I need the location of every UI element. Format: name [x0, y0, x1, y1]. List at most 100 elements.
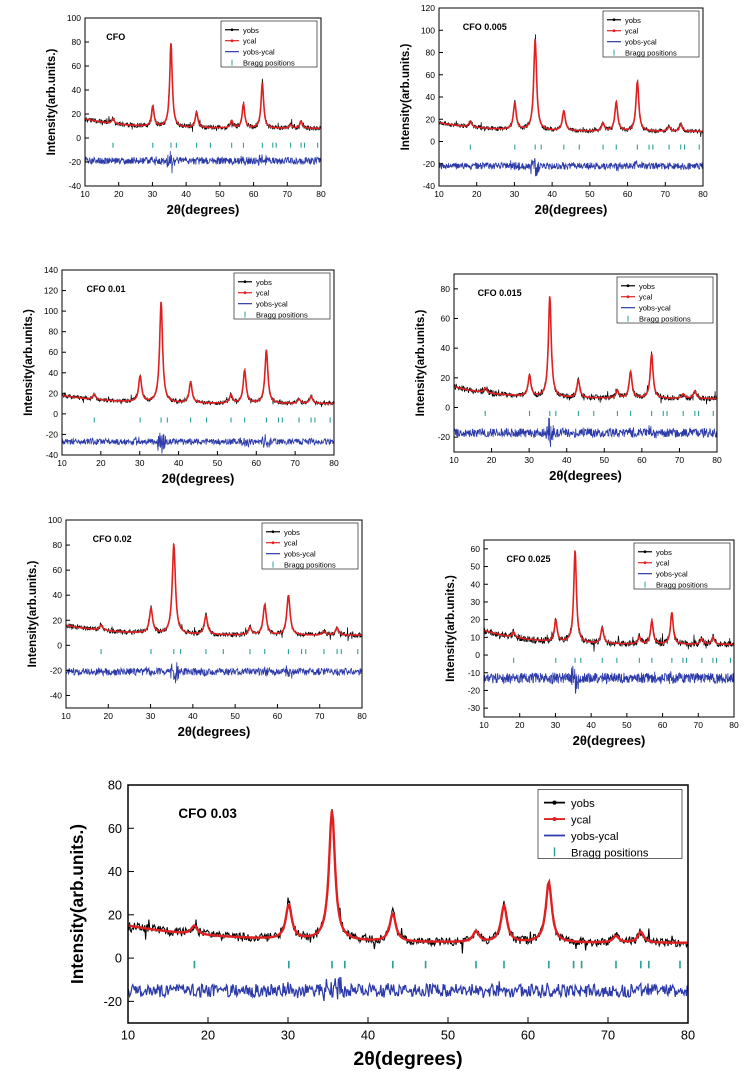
- legend-marker: [626, 295, 630, 299]
- legend: yobs ycal yobs-ycal Bragg positions: [616, 276, 714, 324]
- legend-entry: yobs: [256, 278, 272, 287]
- y-tick-label: 60: [49, 347, 59, 357]
- x-tick-label: 80: [681, 1028, 695, 1043]
- x-tick-label: 40: [361, 1028, 375, 1043]
- y-tick-label: 40: [49, 368, 59, 378]
- y-axis-label: Intensity(arb.units.): [67, 824, 87, 984]
- x-tick-label: 60: [623, 189, 633, 199]
- legend-entry: Bragg positions: [284, 561, 336, 570]
- observed-series-line: [66, 543, 362, 642]
- legend-entry: Bragg positions: [256, 311, 308, 320]
- legend-marker: [243, 291, 247, 295]
- legend-entry: Bragg positions: [243, 59, 295, 68]
- x-tick-label: 20: [487, 455, 497, 465]
- y-axis-label: Intensity(arb.units.): [415, 309, 427, 416]
- y-tick-label: 60: [441, 314, 451, 324]
- calculated-series-line: [66, 543, 362, 636]
- y-tick-label: -20: [468, 685, 481, 695]
- legend-marker: [552, 816, 557, 822]
- y-axis-label: Intensity(arb.units.): [46, 48, 58, 155]
- difference-series-line: [85, 151, 321, 174]
- y-tick-label: 20: [72, 109, 82, 119]
- y-tick-label: 0: [475, 650, 480, 660]
- x-axis-label: 2θ(degrees): [353, 1048, 462, 1070]
- y-tick-label: 120: [421, 3, 435, 13]
- x-tick-label: 70: [283, 189, 293, 199]
- legend-entry: ycal: [656, 559, 670, 568]
- legend-entry: yobs: [284, 528, 300, 537]
- plot-frame: [453, 273, 718, 453]
- difference-series-line: [454, 417, 717, 448]
- x-tick-label: 20: [515, 720, 525, 730]
- chart-svg: 10 20 30 40 50 60 70 80 -20 0 20 40 60 80 2θ(degrees) I…: [67, 778, 695, 1071]
- y-tick-label: 20: [426, 114, 436, 124]
- legend-box: [233, 272, 331, 320]
- x-tick-label: 70: [661, 189, 671, 199]
- x-tick-label: 10: [449, 455, 459, 465]
- legend-entry: ycal: [639, 293, 653, 302]
- y-tick-label: -20: [50, 665, 63, 675]
- legend-entry: yobs: [639, 282, 655, 291]
- panel-title: CFO 0.025: [507, 554, 551, 564]
- plot-frame: [84, 17, 322, 187]
- legend-marker: [643, 550, 647, 554]
- y-tick-label: 40: [441, 343, 451, 353]
- x-tick-label: 80: [698, 189, 708, 199]
- y-tick-label: -40: [50, 690, 63, 700]
- y-tick-label: 40: [426, 92, 436, 102]
- x-tick-label: 50: [622, 720, 632, 730]
- y-tick-label: 100: [67, 13, 81, 23]
- calculated-series-line: [439, 39, 703, 133]
- chart-svg: 10 20 30 40 50 60 70 80 -40 -20 0 20 40 60 80 100 120 140…: [23, 265, 339, 486]
- legend-entry: yobs-ycal: [656, 570, 688, 579]
- legend-box: [220, 20, 318, 68]
- plot-frame: [61, 269, 335, 456]
- chart-panel-1: 10 20 30 40 50 60 70 80 -40 -20 0 20 40 60 80 100 2θ(deg…: [0, 0, 340, 230]
- x-tick-label: 30: [146, 711, 156, 721]
- x-tick-label: 50: [213, 458, 223, 468]
- x-tick-label: 40: [562, 455, 572, 465]
- y-tick-label: 80: [441, 284, 451, 294]
- x-tick-label: 30: [281, 1028, 295, 1043]
- y-tick-label: 80: [108, 778, 122, 793]
- y-tick-label: 40: [53, 590, 63, 600]
- y-tick-label: -20: [46, 429, 59, 439]
- calculated-series-line: [85, 43, 321, 130]
- y-tick-label: 60: [426, 70, 436, 80]
- y-tick-label: 80: [53, 540, 63, 550]
- y-tick-label: 20: [49, 388, 59, 398]
- y-tick-label: 30: [471, 597, 481, 607]
- calculated-series-line: [484, 550, 734, 646]
- y-tick-label: 80: [426, 48, 436, 58]
- x-axis-label: 2θ(degrees): [549, 468, 622, 483]
- legend: yobs ycal yobs-ycal Bragg positions: [220, 20, 318, 68]
- x-tick-label: 10: [121, 1028, 135, 1043]
- plot-area: [62, 301, 334, 454]
- legend-entry: yobs: [243, 26, 259, 35]
- chart-panel-4: 10 20 30 40 50 60 70 80 -20 0 20 40 60 80 2θ(degrees) I…: [396, 258, 741, 495]
- y-tick-label: 40: [72, 85, 82, 95]
- legend-entry: yobs-ycal: [571, 831, 619, 843]
- x-tick-label: 80: [357, 711, 367, 721]
- y-tick-label: 10: [471, 632, 481, 642]
- x-tick-label: 60: [658, 720, 668, 730]
- x-axis-label: 2θ(degrees): [573, 733, 646, 748]
- x-tick-label: 40: [547, 189, 557, 199]
- x-tick-label: 20: [472, 189, 482, 199]
- observed-series-line: [62, 306, 334, 408]
- legend-marker: [552, 800, 557, 805]
- legend-entry: Bragg positions: [571, 847, 649, 859]
- x-tick-label: 60: [637, 455, 647, 465]
- panel-title: CFO 0.015: [478, 288, 522, 298]
- calculated-series-line: [128, 810, 688, 944]
- y-tick-label: 0: [57, 640, 62, 650]
- y-tick-label: 0: [445, 403, 450, 413]
- legend-marker: [230, 28, 234, 32]
- x-tick-label: 60: [252, 458, 262, 468]
- y-tick-label: 0: [76, 133, 81, 143]
- legend: yobs ycal yobs-ycal Bragg positions: [602, 10, 700, 58]
- x-tick-label: 70: [601, 1028, 615, 1043]
- y-tick-label: 0: [115, 951, 122, 966]
- x-axis-label: 2θ(degrees): [535, 202, 608, 217]
